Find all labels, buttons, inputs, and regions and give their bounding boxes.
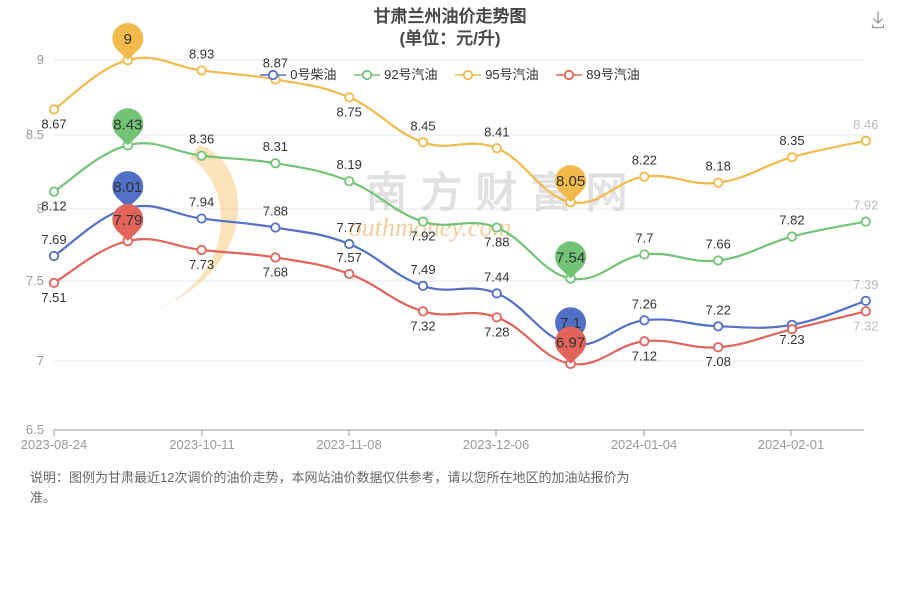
svg-text:8.67: 8.67: [41, 116, 66, 131]
svg-text:8.43: 8.43: [113, 116, 142, 133]
svg-text:2023-08-24: 2023-08-24: [21, 437, 88, 452]
svg-text:7: 7: [37, 353, 44, 368]
svg-text:8.22: 8.22: [632, 153, 657, 168]
svg-text:8.35: 8.35: [779, 133, 804, 148]
svg-text:7.44: 7.44: [484, 269, 509, 284]
svg-text:8.31: 8.31: [263, 139, 288, 154]
svg-text:7.57: 7.57: [337, 250, 362, 265]
svg-text:7.92: 7.92: [410, 229, 435, 244]
svg-text:2024-01-04: 2024-01-04: [611, 437, 678, 452]
svg-text:7.69: 7.69: [41, 232, 66, 247]
svg-text:6.97: 6.97: [556, 335, 585, 352]
svg-text:7.51: 7.51: [41, 290, 66, 305]
svg-text:7.79: 7.79: [113, 212, 142, 229]
svg-text:8.41: 8.41: [484, 124, 509, 139]
svg-text:2023-11-08: 2023-11-08: [316, 437, 382, 452]
svg-text:7.26: 7.26: [632, 296, 657, 311]
svg-text:7.82: 7.82: [779, 213, 804, 228]
svg-text:7.66: 7.66: [706, 236, 731, 251]
svg-text:7.08: 7.08: [706, 354, 731, 369]
svg-text:7.54: 7.54: [556, 249, 585, 266]
svg-text:7.88: 7.88: [484, 235, 509, 250]
svg-text:8.46: 8.46: [853, 117, 878, 132]
svg-text:7.32: 7.32: [410, 318, 435, 333]
svg-text:南方财富网: 南方财富网: [365, 169, 640, 216]
svg-text:8.05: 8.05: [556, 173, 585, 190]
svg-text:2023-12-06: 2023-12-06: [463, 437, 530, 452]
svg-text:8.18: 8.18: [706, 159, 731, 174]
svg-text:7.7: 7.7: [635, 230, 653, 245]
svg-text:8.12: 8.12: [41, 199, 66, 214]
svg-text:7.12: 7.12: [632, 348, 657, 363]
svg-text:8.45: 8.45: [410, 118, 435, 133]
svg-text:7.23: 7.23: [779, 332, 804, 347]
svg-text:7.94: 7.94: [189, 195, 214, 210]
svg-text:8.19: 8.19: [337, 157, 362, 172]
svg-text:8.36: 8.36: [189, 132, 214, 147]
svg-text:8.75: 8.75: [337, 104, 362, 119]
svg-text:7.68: 7.68: [263, 264, 288, 279]
svg-text:7.28: 7.28: [484, 324, 509, 339]
svg-text:7.77: 7.77: [337, 220, 362, 235]
svg-text:8.01: 8.01: [113, 179, 142, 196]
svg-text:7.73: 7.73: [189, 257, 214, 272]
svg-text:2024-02-01: 2024-02-01: [758, 437, 825, 452]
svg-text:2023-10-11: 2023-10-11: [169, 437, 235, 452]
svg-text:7.32: 7.32: [853, 318, 878, 333]
svg-text:7.5: 7.5: [26, 273, 44, 288]
svg-text:7.92: 7.92: [853, 198, 878, 213]
svg-text:7.49: 7.49: [410, 262, 435, 277]
svg-text:7.39: 7.39: [853, 277, 878, 292]
svg-text:6.5: 6.5: [26, 422, 44, 437]
svg-text:7.88: 7.88: [263, 204, 288, 219]
svg-text:7.22: 7.22: [706, 302, 731, 317]
